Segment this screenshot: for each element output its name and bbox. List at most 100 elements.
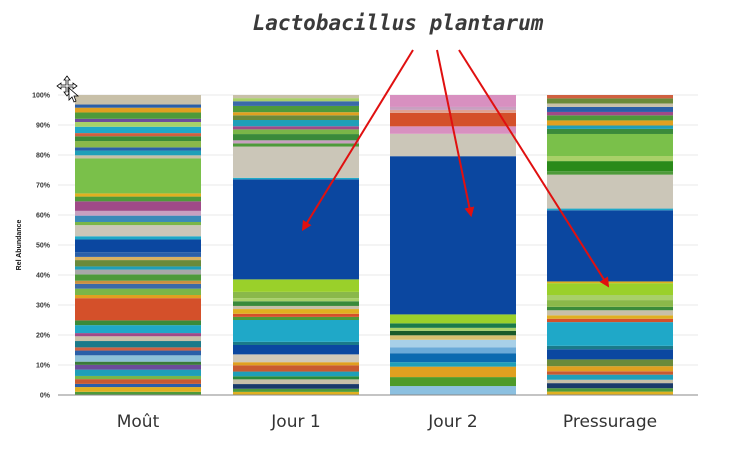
bar-segment <box>75 274 201 281</box>
bar-segment <box>75 266 201 270</box>
bar-segment <box>233 313 359 317</box>
bar-segment <box>547 295 673 301</box>
bar-segment <box>547 366 673 372</box>
bar-segment <box>547 111 673 116</box>
bar-segment <box>233 320 359 342</box>
bar-segment <box>75 295 201 299</box>
bar-segment <box>233 301 359 306</box>
bar-segment <box>547 349 673 360</box>
x-axis-categories: Moût Jour 1 Jour 2 Pressurage <box>117 412 657 432</box>
bar-segment <box>233 291 359 299</box>
y-tick-label: 60% <box>36 213 51 220</box>
bar-segment <box>547 283 673 295</box>
bar-segment <box>75 325 201 334</box>
bar-segment <box>390 323 516 328</box>
bar-segment <box>75 298 201 321</box>
y-axis-label: Rel Abundance <box>16 220 23 271</box>
bar-stack <box>390 95 516 395</box>
y-tick-label: 100% <box>32 93 51 100</box>
bar-segment <box>233 134 359 141</box>
bar-segment <box>233 316 359 320</box>
bar-segment <box>390 362 516 367</box>
bar-segment <box>75 104 201 108</box>
highlight-arrow <box>436 49 475 218</box>
y-tick-label: 80% <box>36 153 51 160</box>
y-tick-label: 40% <box>36 273 51 280</box>
bar-segment <box>390 347 516 354</box>
bar-segment <box>75 225 201 237</box>
bar-segment <box>233 105 359 113</box>
y-tick-label: 30% <box>36 303 51 310</box>
bar-segment <box>547 120 673 126</box>
bar-segment <box>75 236 201 240</box>
bar-segment <box>390 377 516 387</box>
bar-segment <box>547 115 673 121</box>
bar-segment <box>75 369 201 376</box>
bar-segment <box>75 280 201 284</box>
bar-segment <box>547 156 673 162</box>
bar-segment <box>233 362 359 366</box>
bar-segment <box>547 174 673 209</box>
bar-segment <box>75 239 201 253</box>
bar-segment <box>233 179 359 280</box>
bar-segment <box>547 310 673 316</box>
bar-segment <box>390 109 516 113</box>
category-label: Pressurage <box>563 412 657 432</box>
bar-segment <box>75 193 201 197</box>
bar-segment <box>233 115 359 120</box>
y-tick-label: 10% <box>36 363 51 370</box>
bar-segment <box>547 359 673 367</box>
bar-segment <box>547 106 673 112</box>
bar-segment <box>75 355 201 362</box>
bar-segment <box>547 125 673 129</box>
y-tick-label: 20% <box>36 333 51 340</box>
bar-segment <box>547 383 673 389</box>
bar-segment <box>390 339 516 348</box>
bar-segment <box>75 256 201 261</box>
bar-segment <box>75 320 201 326</box>
bar-segment <box>75 141 201 148</box>
move-cursor-icon <box>56 75 80 103</box>
bar-segment <box>233 305 359 310</box>
bar-segment <box>547 306 673 311</box>
bar-segment <box>75 133 201 137</box>
bar-segment <box>75 126 201 134</box>
bar-stack <box>547 95 673 395</box>
bar-segment <box>390 386 516 395</box>
bar-segment <box>75 147 201 151</box>
bar-segment <box>233 345 359 355</box>
chart-title: Lactobacillus plantarum <box>253 11 544 35</box>
bar-segment <box>75 387 201 392</box>
bar-segment <box>75 288 201 295</box>
bar-segment <box>233 120 359 127</box>
bar-segment <box>233 279 359 292</box>
bar-segment <box>75 341 201 348</box>
bar-segment <box>75 375 201 380</box>
bar-segment <box>390 366 516 378</box>
bar-segment <box>547 315 673 319</box>
bar-segment <box>75 333 201 337</box>
bar-segment <box>75 150 201 156</box>
bar-segment <box>75 107 201 113</box>
y-tick-label: 50% <box>36 243 51 250</box>
bar-segment <box>75 350 201 356</box>
bar-segment <box>390 95 516 107</box>
bar-segment <box>547 103 673 107</box>
bar-segment <box>233 309 359 314</box>
bar-segment <box>233 126 359 130</box>
bar-segment <box>547 161 673 172</box>
bars <box>75 95 673 395</box>
y-tick-label: 90% <box>36 123 51 130</box>
bar-segment <box>75 121 201 127</box>
bar-segment <box>233 388 359 392</box>
bar-segment <box>390 353 516 363</box>
bar-segment <box>233 177 359 180</box>
bar-stack <box>233 95 359 395</box>
bar-segment <box>233 384 359 389</box>
bar-segment <box>390 330 516 336</box>
bar-segment <box>390 327 516 331</box>
highlight-arrow <box>458 49 610 288</box>
bar-segment <box>75 201 201 211</box>
bar-segment <box>75 347 201 351</box>
bar-segment <box>547 322 673 346</box>
